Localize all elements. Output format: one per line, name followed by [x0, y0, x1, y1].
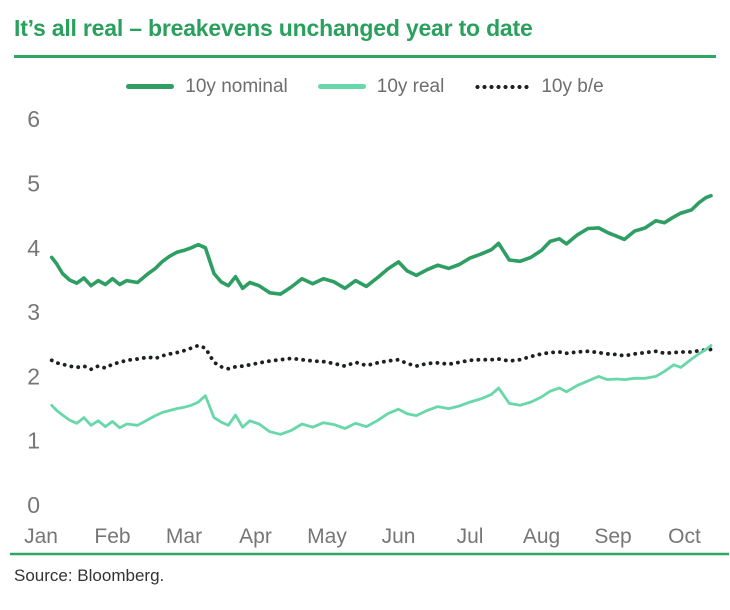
legend-label-10y-nominal: 10y nominal: [185, 75, 288, 97]
y-axis-tick-label: 2: [27, 363, 40, 389]
x-axis-month-label: May: [307, 525, 347, 548]
y-axis-tick-label: 3: [27, 299, 40, 325]
y-axis-tick-label: 0: [27, 492, 40, 518]
x-axis-month-label: Mar: [166, 525, 202, 548]
legend-item-10y-nominal: 10y nominal: [126, 75, 288, 98]
source-note: Source: Bloomberg.: [14, 566, 165, 585]
x-axis-month-label: Oct: [668, 525, 701, 548]
series-10y-nominal-line: [49, 193, 713, 296]
real-line-swatch: [317, 84, 366, 89]
nominal-line-swatch: [126, 84, 175, 89]
x-axis-month-label: Jul: [457, 525, 484, 548]
chart-title: It’s all real – breakevens unchanged yea…: [14, 15, 533, 41]
title-rule: [14, 55, 716, 58]
x-axis-month-label: Aug: [523, 525, 560, 548]
x-axis-month-label: Feb: [94, 525, 130, 548]
x-axis-month-label: Jan: [24, 525, 58, 548]
x-axis-month-label: Jun: [382, 525, 416, 548]
legend-label-10y-be: 10y b/e: [541, 75, 604, 97]
legend-label-10y-real: 10y real: [376, 75, 445, 97]
x-axis-month-label: Apr: [239, 525, 272, 548]
legend-item-10y-be: 10y b/e: [474, 75, 604, 98]
legend-item-10y-real: 10y real: [317, 75, 445, 98]
series-10y-b-e-line: [49, 343, 713, 372]
y-axis-tick-label: 5: [27, 171, 40, 197]
y-axis-tick-label: 6: [27, 106, 40, 132]
breakeven-dots-swatch: [474, 83, 531, 90]
chart-canvas: 0 1 2 3 4 5 6 Jan Feb Mar Apr May Jun Jul Aug Sep Oct: [10, 106, 729, 556]
series-10y-real-line: [50, 344, 713, 436]
x-axis-month-label: Sep: [594, 525, 631, 548]
y-axis-tick-label: 1: [27, 428, 40, 454]
y-axis-tick-label: 4: [27, 235, 40, 261]
legend: 10y nominal 10y real 10y b/e: [0, 73, 730, 100]
